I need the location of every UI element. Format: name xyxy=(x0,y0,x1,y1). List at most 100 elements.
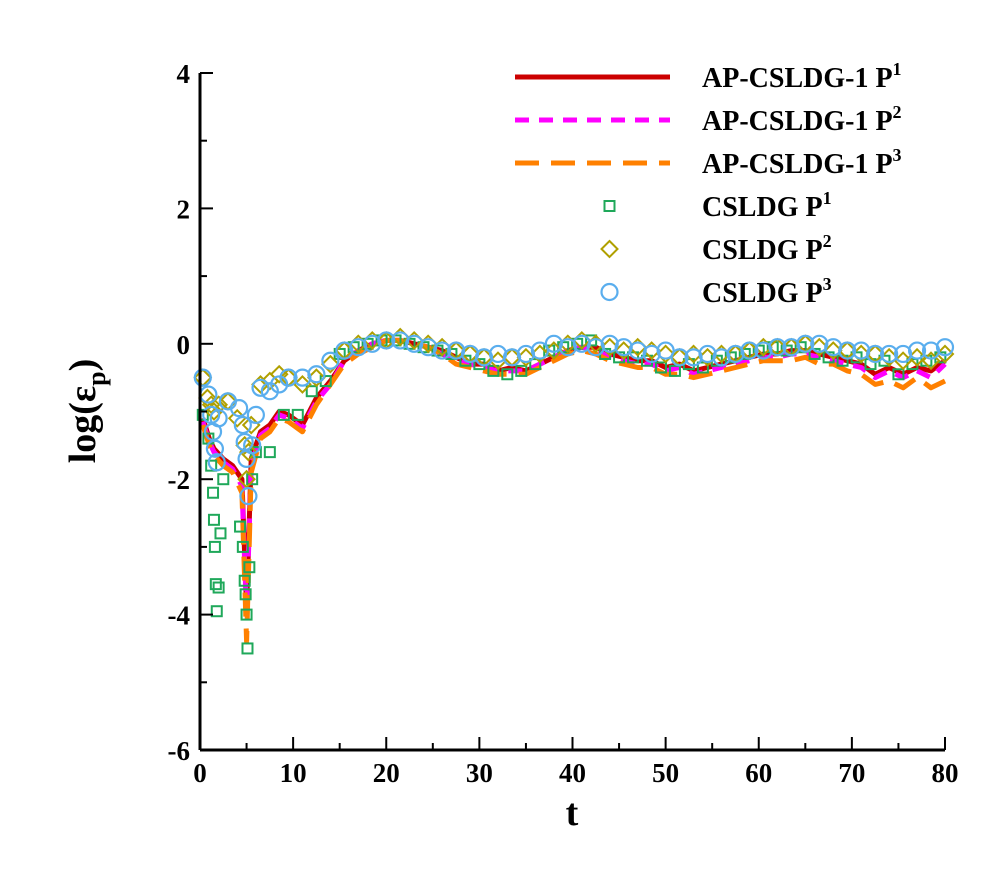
legend-label: AP-CSLDG-1 P3 xyxy=(702,145,902,180)
square-marker xyxy=(291,408,304,421)
y-tick-label: -6 xyxy=(168,736,191,766)
circle-marker xyxy=(321,351,340,370)
square-marker xyxy=(487,364,500,377)
x-tick-label: 20 xyxy=(373,758,400,788)
circle-marker xyxy=(488,344,508,364)
x-tick-label: 0 xyxy=(193,758,207,788)
square-marker xyxy=(263,446,276,459)
legend-entry: CSLDG P3 xyxy=(600,274,832,309)
square-marker xyxy=(209,578,222,591)
circle-marker xyxy=(474,348,494,367)
y-axis-title-symbol: ε xyxy=(62,386,104,402)
circle-marker xyxy=(614,338,633,357)
circle-marker xyxy=(810,334,829,353)
square-marker xyxy=(641,354,653,367)
circle-marker xyxy=(740,341,759,360)
y-tick-label: 0 xyxy=(177,330,191,360)
square-marker xyxy=(277,408,290,421)
legend-label: CSLDG P1 xyxy=(702,188,832,223)
circle-marker xyxy=(419,338,438,357)
x-axis-title: t xyxy=(566,792,579,834)
circle-marker xyxy=(251,378,270,397)
circle-marker xyxy=(377,331,396,350)
circle-marker xyxy=(279,368,298,387)
square-marker xyxy=(501,368,514,381)
circle-marker xyxy=(768,338,787,357)
y-axis-title-subscript: p xyxy=(82,371,111,385)
circle-marker xyxy=(670,348,689,367)
square-marker xyxy=(794,341,807,354)
square-marker xyxy=(214,527,227,540)
circle-marker xyxy=(935,338,955,357)
legend: AP-CSLDG-1 P1 AP-CSLDG-1 P2 AP-CSLDG-1 P3 C… xyxy=(515,59,902,309)
circle-marker xyxy=(712,348,731,367)
circle-marker xyxy=(270,375,289,394)
circle-marker xyxy=(205,439,224,458)
circle-marker xyxy=(558,338,577,357)
diamond-marker xyxy=(600,239,619,259)
circle-marker xyxy=(866,344,885,364)
circle-marker xyxy=(921,341,941,360)
diamond-marker xyxy=(237,469,256,489)
circle-marker xyxy=(207,453,226,472)
square-marker xyxy=(240,608,253,621)
y-axis-title-suffix: ) xyxy=(62,359,104,372)
circle-marker xyxy=(600,334,619,353)
square-marker xyxy=(752,344,765,357)
square-marker xyxy=(208,540,221,553)
square-marker xyxy=(654,361,667,374)
x-tick-label: 30 xyxy=(466,758,493,788)
circle-marker xyxy=(516,344,536,364)
square-marker xyxy=(241,642,254,655)
circle-marker xyxy=(243,436,262,455)
series-6 xyxy=(193,331,955,506)
legend-entry: AP-CSLDG-1 P1 xyxy=(515,59,902,94)
y-axis-title-group: log(εp) xyxy=(62,359,111,464)
square-marker xyxy=(239,588,252,601)
x-tick-label: 80 xyxy=(932,758,959,788)
circle-marker xyxy=(363,334,382,353)
circle-marker xyxy=(293,368,312,387)
square-marker xyxy=(585,334,598,347)
square-marker xyxy=(603,200,616,212)
circle-marker xyxy=(239,487,258,506)
x-tick-label: 60 xyxy=(745,758,772,788)
diamond-marker xyxy=(320,354,340,374)
circle-marker xyxy=(405,334,424,353)
square-marker xyxy=(207,486,220,499)
legend-entry: AP-CSLDG-1 P2 xyxy=(515,102,902,137)
series-1 xyxy=(200,337,947,611)
circle-marker xyxy=(230,399,249,418)
square-marker xyxy=(243,561,256,574)
square-marker xyxy=(431,344,444,357)
circle-marker xyxy=(544,334,563,353)
y-tick-label: -4 xyxy=(168,601,191,631)
circle-marker xyxy=(209,409,228,428)
square-marker xyxy=(196,408,209,421)
circle-marker xyxy=(600,282,619,302)
circle-marker xyxy=(391,331,410,350)
diamond-marker xyxy=(293,375,312,394)
circle-marker xyxy=(852,341,871,360)
circle-marker xyxy=(502,348,522,367)
circle-marker xyxy=(572,334,591,353)
circle-marker xyxy=(754,341,773,360)
circle-marker xyxy=(586,338,605,357)
legend-label: CSLDG P3 xyxy=(702,274,832,309)
y-tick-label: 4 xyxy=(177,59,191,89)
square-marker xyxy=(417,341,430,354)
circle-marker xyxy=(698,344,717,364)
circle-marker xyxy=(335,341,354,360)
circle-marker xyxy=(642,344,661,364)
legend-entry: AP-CSLDG-1 P3 xyxy=(515,145,902,180)
circle-marker xyxy=(193,368,212,387)
square-marker xyxy=(205,459,218,472)
square-marker xyxy=(571,337,584,350)
plot-marks xyxy=(193,327,955,655)
y-axis-title-prefix: log( xyxy=(62,402,104,463)
circle-marker xyxy=(893,344,913,364)
square-marker xyxy=(403,337,416,350)
circle-marker xyxy=(726,344,745,364)
square-marker xyxy=(515,364,528,377)
square-marker xyxy=(236,540,249,553)
